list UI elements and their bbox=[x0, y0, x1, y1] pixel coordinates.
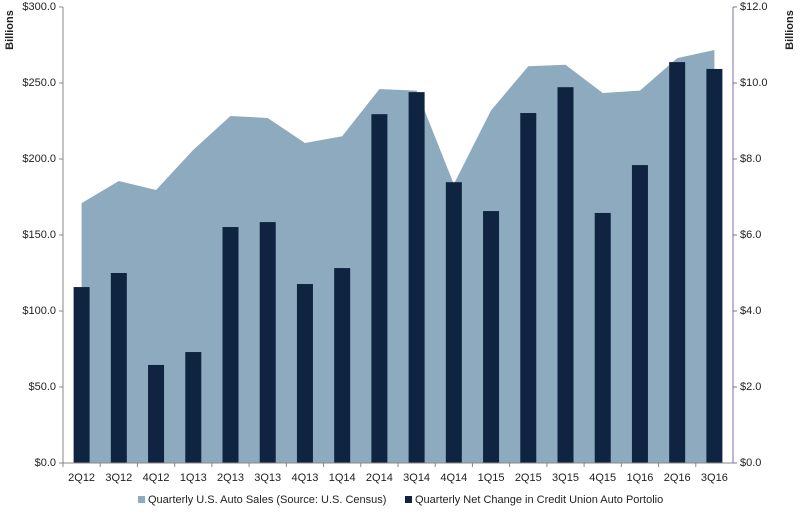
y2-tick-label: $0.0 bbox=[740, 457, 761, 469]
bar bbox=[334, 268, 351, 463]
x-tick-label: 4Q12 bbox=[143, 472, 170, 484]
x-tick-label: 4Q13 bbox=[291, 472, 318, 484]
x-tick-label: 1Q16 bbox=[626, 472, 653, 484]
y-axis-title: Billions bbox=[4, 10, 16, 50]
x-tick-label: 3Q15 bbox=[552, 472, 579, 484]
bar bbox=[296, 284, 313, 463]
x-tick-label: 2Q14 bbox=[366, 472, 393, 484]
bar bbox=[445, 182, 462, 463]
y-tick-label: $200.0 bbox=[22, 153, 56, 165]
y-tick-label: $50.0 bbox=[28, 381, 56, 393]
bar bbox=[483, 211, 500, 463]
bar bbox=[73, 287, 90, 463]
y-tick-label: $0.0 bbox=[35, 457, 56, 469]
y2-tick-label: $8.0 bbox=[740, 153, 761, 165]
y-tick-label: $250.0 bbox=[22, 77, 56, 89]
bar bbox=[148, 364, 165, 463]
x-tick-label: 4Q14 bbox=[440, 472, 467, 484]
bar bbox=[520, 113, 537, 464]
x-tick-label: 4Q15 bbox=[589, 472, 616, 484]
x-tick-label: 2Q13 bbox=[217, 472, 244, 484]
x-tick-label: 2Q15 bbox=[515, 472, 542, 484]
bar bbox=[371, 114, 388, 463]
y2-tick-label: $10.0 bbox=[740, 77, 768, 89]
bar bbox=[706, 68, 723, 463]
x-tick-label: 2Q16 bbox=[664, 472, 691, 484]
legend-swatch bbox=[405, 496, 412, 503]
bar bbox=[222, 227, 239, 463]
area bbox=[81, 50, 715, 464]
y2-tick-label: $12.0 bbox=[740, 1, 768, 13]
legend-swatch bbox=[138, 496, 145, 503]
y-tick-label: $300.0 bbox=[22, 1, 56, 13]
y2-axis-title: Billions bbox=[784, 10, 796, 50]
x-tick-label: 3Q12 bbox=[105, 472, 132, 484]
y2-tick-label: $2.0 bbox=[740, 381, 761, 393]
legend-label: Quarterly Net Change in Credit Union Aut… bbox=[415, 494, 663, 506]
x-tick-label: 1Q14 bbox=[329, 472, 356, 484]
y-tick-label: $150.0 bbox=[22, 229, 56, 241]
bar bbox=[669, 62, 686, 463]
x-tick-label: 3Q14 bbox=[403, 472, 430, 484]
bar bbox=[110, 273, 127, 463]
x-tick-label: 1Q15 bbox=[478, 472, 505, 484]
x-tick-label: 1Q13 bbox=[180, 472, 207, 484]
legend-label: Quarterly U.S. Auto Sales (Source: U.S. … bbox=[148, 494, 386, 506]
bar bbox=[185, 352, 202, 463]
bar bbox=[594, 212, 611, 463]
y2-tick-label: $4.0 bbox=[740, 305, 761, 317]
y-tick-label: $100.0 bbox=[22, 305, 56, 317]
y2-tick-label: $6.0 bbox=[740, 229, 761, 241]
bar bbox=[408, 92, 425, 464]
x-tick-label: 2Q12 bbox=[68, 472, 95, 484]
x-tick-label: 3Q13 bbox=[254, 472, 281, 484]
bar bbox=[631, 165, 648, 463]
bar bbox=[557, 87, 574, 464]
x-tick-label: 3Q16 bbox=[701, 472, 728, 484]
bar bbox=[259, 222, 276, 463]
